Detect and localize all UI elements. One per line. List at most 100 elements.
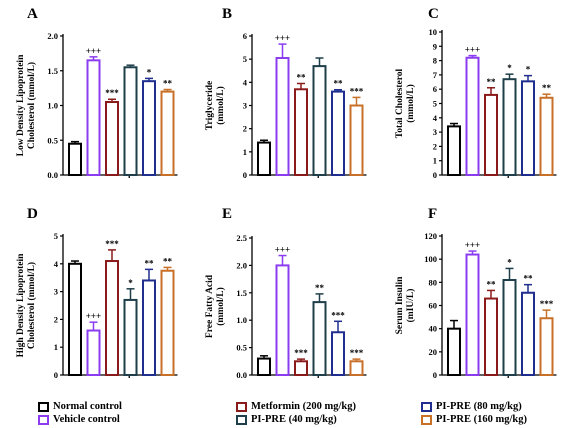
y-tick-label: 80 (429, 277, 438, 287)
y-tick-label: 0 (433, 370, 437, 380)
legend-swatch-pi-pre-160 (421, 414, 432, 425)
y-tick-label: 2 (433, 141, 437, 151)
chart-panel-a: A Low Density Lipoprotein Cholesterol (mmo… (16, 6, 178, 180)
legend-swatch-pi-pre-40 (236, 414, 247, 425)
significance-label: * (507, 257, 512, 267)
significance-label: ** (163, 79, 173, 89)
legend-label-metformin: Metformin (200 mg/kg) (251, 401, 356, 412)
y-tick-label: 60 (429, 301, 438, 311)
y-tick-label: 9 (433, 41, 437, 51)
legend-label-pi-pre-80: PI-PRE (80 mg/kg) (436, 401, 522, 412)
y-tick-label: 3 (433, 127, 437, 137)
bar-f-0 (447, 327, 461, 376)
y-tick-label: 3 (54, 287, 58, 297)
y-tick-label: 7 (433, 70, 438, 80)
y-axis-label: (mIU/L) (405, 289, 416, 323)
significance-label: * (147, 67, 152, 77)
y-axis-label: Cholesterol (mmol/L) (26, 62, 37, 149)
y-tick-label: 2 (54, 314, 58, 324)
y-tick-label: 1 (433, 156, 437, 166)
bar-d-5 (160, 269, 175, 376)
bar-c-0 (447, 125, 461, 176)
bar-d-0 (68, 262, 82, 376)
bar-e-1 (275, 264, 290, 376)
bar-c-2 (484, 93, 498, 176)
bar-e-0 (257, 357, 271, 376)
legend: Normal control Vehicle control Metformin… (0, 396, 567, 428)
bar-d-2 (105, 260, 119, 376)
bar-b-1 (275, 57, 290, 177)
bar-e-5 (349, 360, 364, 376)
y-axis-label: Total Cholesterol (395, 68, 405, 138)
bar-c-4 (521, 80, 535, 176)
bar-b-3 (312, 65, 327, 176)
bar-a-3 (123, 66, 138, 176)
y-tick-label: 0.5 (236, 343, 247, 353)
significance-label: *** (350, 348, 364, 358)
y-tick-label: 6 (243, 31, 247, 41)
y-tick-label: 120 (424, 231, 437, 241)
chart-panel-c: C Total Cholesterol (mmol/L) 0 1 2 3 4 5 6 7 8 9 10 ++… (395, 6, 557, 180)
legend-item-normal-control: Normal control (38, 400, 122, 413)
legend-item-vehicle-control: Vehicle control (38, 413, 120, 426)
y-tick-label: 5 (54, 231, 58, 241)
significance-label: * (128, 278, 133, 288)
bar-d-1 (86, 329, 101, 376)
y-tick-label: 8 (433, 56, 437, 66)
significance-label: *** (350, 86, 364, 96)
panel-letter: A (27, 6, 38, 22)
panel-letter: D (27, 206, 38, 222)
legend-swatch-metformin (236, 401, 247, 412)
bar-a-0 (68, 142, 82, 177)
panel-letter: F (428, 206, 437, 222)
bar-a-2 (105, 101, 119, 176)
panel-letter: B (222, 6, 232, 22)
y-tick-label: 2.0 (236, 260, 247, 270)
significance-label: * (507, 63, 512, 73)
legend-item-pi-pre-80: PI-PRE (80 mg/kg) (421, 400, 522, 413)
y-tick-label: 1.0 (236, 315, 247, 325)
bar-f-5 (539, 317, 554, 377)
bar-c-1 (465, 56, 480, 177)
y-axis-label: Triglyceride (205, 81, 215, 130)
y-tick-label: 4 (54, 259, 59, 269)
significance-label: ** (315, 283, 325, 293)
y-tick-label: 20 (429, 347, 438, 357)
y-tick-label: 4 (243, 77, 248, 87)
y-axis-label: (mmol/L) (215, 287, 226, 326)
y-axis-label: (mmol/L) (405, 84, 416, 123)
y-axis-label: Cholesterol (mmol/L) (26, 262, 37, 349)
y-axis-label: Free Fatty Acid (205, 274, 215, 338)
significance-label: +++ (465, 45, 480, 55)
y-tick-label: 2.0 (47, 31, 58, 41)
y-tick-label: 0.5 (47, 135, 58, 145)
bar-b-2 (294, 88, 308, 176)
bar-e-2 (294, 360, 308, 376)
y-tick-label: 1.5 (236, 288, 247, 298)
significance-label: ** (542, 83, 552, 93)
significance-label: +++ (275, 33, 290, 43)
chart-panel-e: E Free Fatty Acid (mmol/L) 0.0 0.5 1.0 1.5 2.0 2… (205, 206, 367, 380)
y-tick-label: 10 (429, 27, 438, 37)
significance-label: * (526, 65, 531, 75)
legend-label-pi-pre-160: PI-PRE (160 mg/kg) (436, 414, 527, 425)
bar-f-3 (502, 279, 517, 376)
significance-label: *** (540, 299, 554, 309)
legend-swatch-pi-pre-80 (421, 401, 432, 412)
y-tick-label: 100 (424, 254, 437, 264)
y-tick-label: 0 (433, 170, 437, 180)
y-tick-label: 6 (433, 84, 437, 94)
significance-label: +++ (86, 311, 101, 321)
bar-b-5 (349, 104, 364, 176)
bar-b-4 (331, 90, 345, 176)
bar-d-3 (123, 298, 138, 376)
chart-panel-f: F Serum Insulin (mIU/L) 0 20 40 60 80 100 120 +++ *… (395, 206, 557, 380)
significance-label: +++ (86, 46, 101, 56)
significance-label: ** (487, 279, 497, 289)
significance-label: ** (145, 258, 155, 268)
legend-item-pi-pre-160: PI-PRE (160 mg/kg) (421, 413, 527, 426)
y-tick-label: 1 (54, 342, 58, 352)
bar-e-4 (331, 331, 345, 377)
significance-label: ** (334, 79, 344, 89)
